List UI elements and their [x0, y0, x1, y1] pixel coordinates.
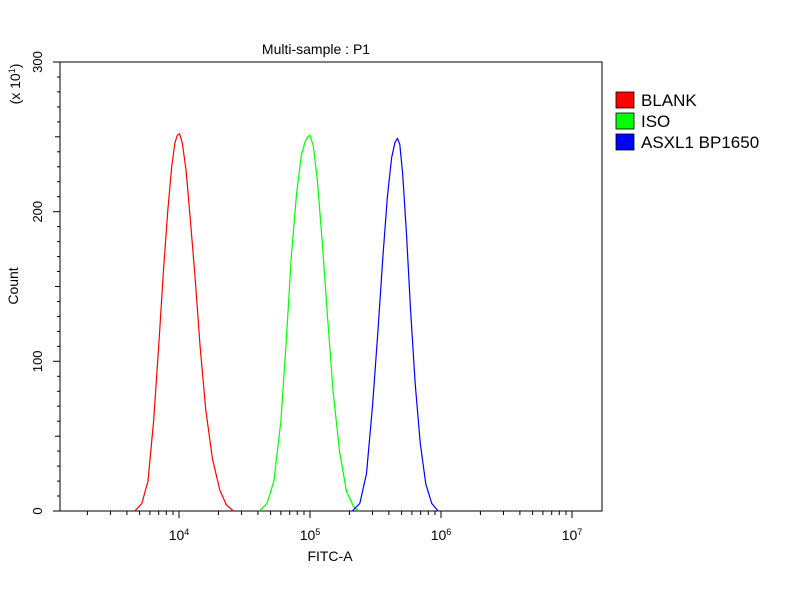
y-axis-label: Count: [5, 267, 21, 304]
legend-swatch: [615, 91, 635, 109]
y-tick-label: 300: [30, 51, 45, 73]
x-tick-label: 107: [562, 527, 583, 543]
x-tick-label: 105: [300, 527, 321, 543]
y-tick-label: 0: [30, 507, 45, 514]
x-tick-label-base: 10: [300, 527, 316, 543]
series-line-iso: [258, 134, 359, 512]
legend-label: ASXL1 BP1650: [641, 133, 759, 152]
x-axis-label: FITC-A: [307, 548, 353, 564]
series-line-blank: [134, 133, 234, 512]
legend-swatch: [615, 112, 635, 130]
x-tick-label: 106: [431, 527, 452, 543]
x-tick-label: 104: [169, 527, 190, 543]
legend: BLANK ISO ASXL1 BP1650: [615, 91, 759, 152]
x-tick-label-base: 10: [562, 527, 578, 543]
y-axis-ticks: 0 100 200 300: [30, 51, 60, 515]
y-scale-suffix: ): [7, 64, 23, 69]
x-tick-label-base: 10: [431, 527, 447, 543]
x-tick-label-base: 10: [169, 527, 185, 543]
y-scale-exponent: 1: [7, 68, 17, 73]
series-group: [134, 133, 439, 512]
legend-label: BLANK: [641, 91, 697, 110]
x-axis-ticks: 104 105 106 107: [86, 511, 583, 543]
x-tick-label-exp: 4: [184, 527, 189, 537]
y-tick-label: 100: [30, 350, 45, 372]
x-tick-label-exp: 7: [577, 527, 582, 537]
legend-swatch: [615, 133, 635, 151]
chart-title: Multi-sample : P1: [262, 41, 370, 57]
y-scale-prefix: (x 10: [7, 73, 23, 104]
y-tick-label: 200: [30, 201, 45, 223]
y-scale-note: (x 101): [7, 64, 23, 105]
x-tick-label-exp: 6: [446, 527, 451, 537]
series-line-asxl1-bp1650: [351, 137, 439, 512]
plot-frame: [59, 61, 603, 512]
x-tick-label-exp: 5: [315, 527, 320, 537]
legend-label: ISO: [641, 112, 670, 131]
